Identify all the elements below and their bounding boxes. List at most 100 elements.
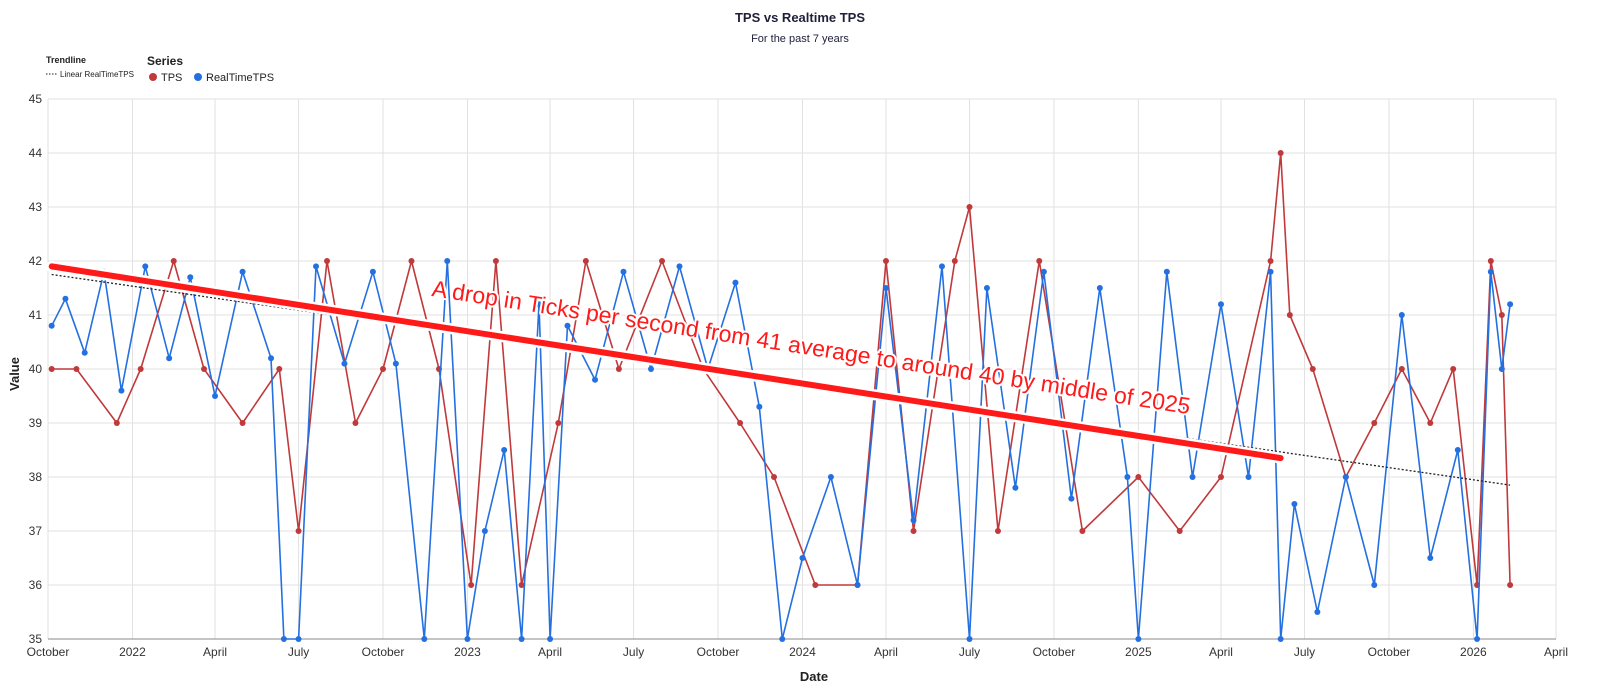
data-point-realtimetps xyxy=(1291,501,1298,507)
data-point-realtimetps xyxy=(501,447,508,453)
data-point-realtimetps xyxy=(882,285,889,291)
y-axis-title: Value xyxy=(7,357,22,391)
annotation-layer: A drop in Ticks per second from 41 avera… xyxy=(46,260,1287,464)
data-point-realtimetps xyxy=(518,636,525,642)
data-point-tps xyxy=(1286,312,1293,318)
data-point-realtimetps xyxy=(1124,474,1131,480)
data-point-tps xyxy=(1079,528,1086,534)
data-point-tps xyxy=(113,420,120,426)
data-point-realtimetps xyxy=(1398,312,1405,318)
data-point-realtimetps xyxy=(1189,474,1196,480)
data-point-realtimetps xyxy=(1267,268,1274,275)
chart-title: TPS vs Realtime TPS xyxy=(735,10,865,25)
x-tick-label: July xyxy=(623,645,644,659)
data-point-realtimetps xyxy=(779,636,786,642)
data-point-realtimetps xyxy=(732,279,739,286)
data-point-realtimetps xyxy=(48,322,55,329)
axis-ticks: 35 36 37 38 39 40 41 42 43 44 45 October 2022 April Ju… xyxy=(27,92,1568,659)
data-point-realtimetps xyxy=(676,263,683,270)
data-point-realtimetps xyxy=(1135,636,1142,642)
data-point-tps xyxy=(966,204,973,210)
series-layer xyxy=(48,150,1514,642)
data-point-tps xyxy=(1498,312,1505,318)
data-point-realtimetps xyxy=(464,636,471,642)
data-point-realtimetps xyxy=(239,268,246,275)
x-tick-label: April xyxy=(538,645,562,659)
x-tick-label: 2026 xyxy=(1460,645,1487,659)
legend-series-title: Series xyxy=(147,54,183,68)
x-tick-label: October xyxy=(27,645,70,659)
data-point-realtimetps xyxy=(268,355,275,362)
data-point-tps xyxy=(812,582,819,588)
data-point-tps xyxy=(1267,258,1274,264)
data-point-realtimetps xyxy=(1474,636,1481,642)
data-point-tps xyxy=(352,420,359,426)
data-point-realtimetps xyxy=(1040,268,1047,275)
data-point-realtimetps xyxy=(620,268,627,275)
data-point-realtimetps xyxy=(1163,268,1170,275)
x-tick-label: October xyxy=(1368,645,1411,659)
data-point-realtimetps xyxy=(1507,301,1514,308)
data-point-realtimetps xyxy=(1427,555,1434,561)
legend: Trendline Linear RealTimeTPS Series TPS … xyxy=(46,54,274,84)
x-tick-label: July xyxy=(959,645,980,659)
data-point-tps xyxy=(1309,366,1316,372)
y-tick-label: 38 xyxy=(29,470,43,484)
data-point-tps xyxy=(239,420,246,426)
annotation-line xyxy=(48,263,1284,462)
data-point-tps xyxy=(1487,258,1494,264)
data-point-realtimetps xyxy=(313,263,320,270)
data-point-tps xyxy=(408,258,415,264)
legend-trendline-title: Trendline xyxy=(46,55,86,65)
data-point-realtimetps xyxy=(536,301,543,308)
data-point-tps xyxy=(1398,366,1405,372)
data-point-realtimetps xyxy=(799,555,806,561)
x-tick-label: April xyxy=(1544,645,1568,659)
data-point-realtimetps xyxy=(280,636,287,642)
data-point-tps xyxy=(201,366,208,372)
x-tick-label: October xyxy=(697,645,740,659)
legend-realtimetps-swatch xyxy=(194,73,202,81)
x-tick-label: April xyxy=(1209,645,1233,659)
data-point-realtimetps xyxy=(187,274,194,281)
x-axis-title: Date xyxy=(800,669,828,684)
x-tick-label: 2025 xyxy=(1125,645,1152,659)
data-point-tps xyxy=(1427,420,1434,426)
data-point-realtimetps xyxy=(1342,474,1349,480)
data-point-tps xyxy=(1217,474,1224,480)
data-point-tps xyxy=(910,528,917,534)
data-point-tps xyxy=(1135,474,1142,480)
data-point-realtimetps xyxy=(444,258,451,264)
x-tick-label: October xyxy=(362,645,405,659)
data-point-realtimetps xyxy=(547,636,554,642)
y-tick-label: 44 xyxy=(29,146,43,160)
data-point-realtimetps xyxy=(592,376,599,383)
y-tick-label: 35 xyxy=(29,632,43,646)
y-tick-label: 42 xyxy=(29,254,43,268)
data-point-realtimetps xyxy=(1068,495,1075,502)
x-tick-label: 2024 xyxy=(789,645,816,659)
data-point-tps xyxy=(1371,420,1378,426)
data-point-realtimetps xyxy=(1314,609,1321,615)
y-tick-label: 36 xyxy=(29,578,43,592)
data-point-tps xyxy=(737,420,744,426)
data-point-tps xyxy=(1450,366,1457,372)
data-point-realtimetps xyxy=(1277,636,1284,642)
data-point-tps xyxy=(659,258,666,264)
data-point-realtimetps xyxy=(118,387,125,394)
data-point-realtimetps xyxy=(1096,285,1103,291)
data-point-tps xyxy=(1036,258,1043,264)
data-point-realtimetps xyxy=(1487,268,1494,275)
data-point-realtimetps xyxy=(1498,366,1505,372)
data-point-realtimetps xyxy=(62,295,69,302)
x-tick-label: 2023 xyxy=(454,645,481,659)
data-point-tps xyxy=(48,366,55,372)
data-point-tps xyxy=(518,582,525,588)
x-tick-label: 2022 xyxy=(119,645,146,659)
data-point-tps xyxy=(137,366,144,372)
data-point-realtimetps xyxy=(369,268,376,275)
data-point-tps xyxy=(582,258,589,264)
data-point-realtimetps xyxy=(421,636,428,642)
